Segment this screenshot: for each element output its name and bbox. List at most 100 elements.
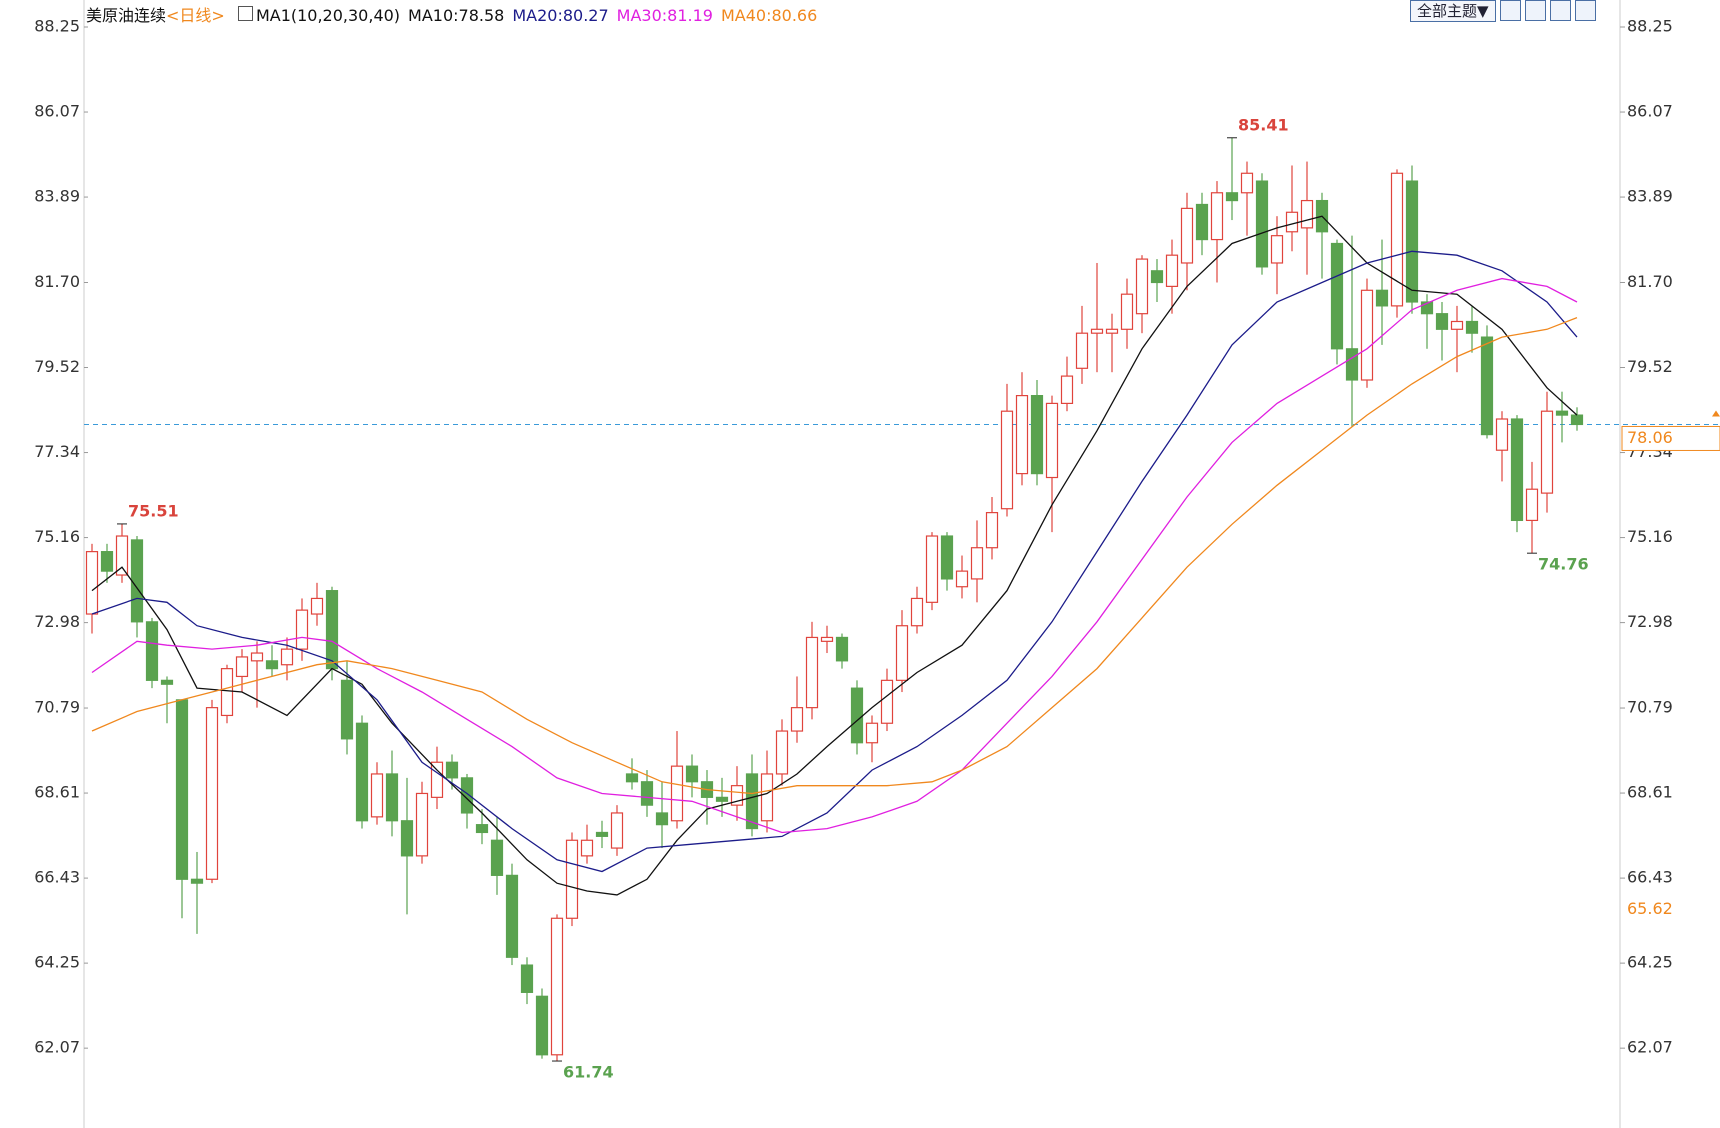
candle-body <box>820 636 834 642</box>
candle-body <box>730 785 744 806</box>
candle-body <box>745 773 759 830</box>
candle-body <box>925 535 939 603</box>
side-marker-label: 65.62 <box>1627 899 1673 918</box>
theme-button[interactable]: 全部主题▼ <box>1410 0 1496 22</box>
toolbar: 全部主题▼ <box>1410 0 1596 22</box>
candle-body <box>340 679 354 740</box>
candle-body <box>1225 192 1239 202</box>
candle-body <box>1390 172 1404 307</box>
candle-body <box>1450 320 1464 330</box>
candle-body <box>640 781 654 806</box>
y-tick-label: 77.34 <box>1627 442 1673 461</box>
indicator: MA1(10,20,30,40) <box>255 6 401 25</box>
candle-body <box>175 699 189 880</box>
ma-line <box>91 277 1578 834</box>
tool-icon[interactable] <box>1549 0 1571 21</box>
legend-entry: MA40:80.66 <box>720 6 818 25</box>
tool-icon[interactable] <box>1524 0 1546 21</box>
chart-title: 美原油连续 <box>86 6 167 25</box>
y-tick-label: 81.70 <box>1627 272 1673 291</box>
low-label: 74.76 <box>1538 555 1589 574</box>
candle-body <box>325 590 339 670</box>
candle-body <box>85 551 99 615</box>
y-tick-label: 83.89 <box>1627 187 1673 206</box>
candle-body <box>1105 328 1119 334</box>
candle-body <box>1120 293 1134 330</box>
candle-body <box>505 874 519 958</box>
candle-body <box>265 660 279 670</box>
candle-body <box>430 761 444 798</box>
y-tick-label: 62.07 <box>1627 1038 1673 1057</box>
y-tick-label: 81.70 <box>34 272 80 291</box>
candle-body <box>940 535 954 580</box>
candle-body <box>985 512 999 549</box>
candle-body <box>580 839 594 857</box>
candle-body <box>1090 328 1104 334</box>
y-tick-label: 75.16 <box>1627 527 1673 546</box>
candle-body <box>460 777 474 814</box>
candle-body <box>880 679 894 724</box>
candle-body <box>115 535 129 576</box>
legend: MA10:78.58 MA20:80.27 MA30:81.19 MA40:80.66 <box>408 6 825 25</box>
candle-body <box>805 636 819 709</box>
legend-entry: MA30:81.19 <box>616 6 713 25</box>
y-tick-label: 72.98 <box>34 612 80 631</box>
candle-body <box>865 722 879 744</box>
candle-body <box>475 824 489 834</box>
candle-body <box>130 539 144 623</box>
last-price-box <box>1621 425 1720 451</box>
candle-body <box>895 625 909 681</box>
y-tick-label: 79.52 <box>34 357 80 376</box>
y-tick-label: 77.34 <box>34 442 80 461</box>
candle-body <box>1165 254 1179 287</box>
y-tick-label: 86.07 <box>1627 102 1673 121</box>
legend-entry: MA20:80.27 <box>512 6 609 25</box>
candle-body <box>160 679 174 685</box>
period: <日线> <box>166 6 225 25</box>
candle-body <box>295 609 309 650</box>
candle-body <box>355 722 369 822</box>
y-tick-label: 70.79 <box>1627 698 1673 717</box>
candle-body <box>700 781 714 798</box>
candle-body <box>1060 375 1074 405</box>
candle-body <box>1180 207 1194 264</box>
candle-body <box>370 773 384 818</box>
tool-icon[interactable] <box>1574 0 1596 21</box>
candle-body <box>490 839 504 876</box>
candle-body <box>1405 180 1419 303</box>
candle-body <box>1195 203 1209 241</box>
candle-body <box>1435 313 1449 330</box>
y-tick-label: 70.79 <box>34 698 80 717</box>
candle-body <box>910 597 924 627</box>
indicator-icon <box>237 6 253 21</box>
candle-body <box>385 773 399 822</box>
y-tick-label: 66.43 <box>1627 868 1673 887</box>
candle-body <box>1270 235 1284 264</box>
candle-body <box>1210 192 1224 241</box>
candle-body <box>205 707 219 880</box>
y-tick-label: 64.25 <box>34 953 80 972</box>
y-tick-label: 75.16 <box>34 527 80 546</box>
candle-body <box>250 652 264 662</box>
candle-body <box>670 765 684 822</box>
candle-body <box>955 570 969 588</box>
candle-body <box>1300 199 1314 229</box>
candle-body <box>415 792 429 857</box>
candle-body <box>1345 348 1359 381</box>
y-tick-label: 72.98 <box>1627 612 1673 631</box>
high-label: 85.41 <box>1238 115 1289 134</box>
candle-body <box>1420 301 1434 315</box>
y-tick-label: 64.25 <box>1627 953 1673 972</box>
candle-body <box>1510 418 1524 522</box>
candle-body <box>1570 414 1584 426</box>
tool-icon[interactable] <box>1499 0 1521 21</box>
price-arrow <box>1712 410 1720 417</box>
candle-body <box>1240 172 1254 194</box>
legend-entry: MA10:78.58 <box>408 6 505 25</box>
chart-header: 美原油连续<日线> MA1(10,20,30,40) MA10:78.58 MA20… <box>86 2 833 26</box>
y-tick-label: 86.07 <box>34 102 80 121</box>
ma-line <box>91 215 1578 896</box>
candle-body <box>970 547 984 580</box>
